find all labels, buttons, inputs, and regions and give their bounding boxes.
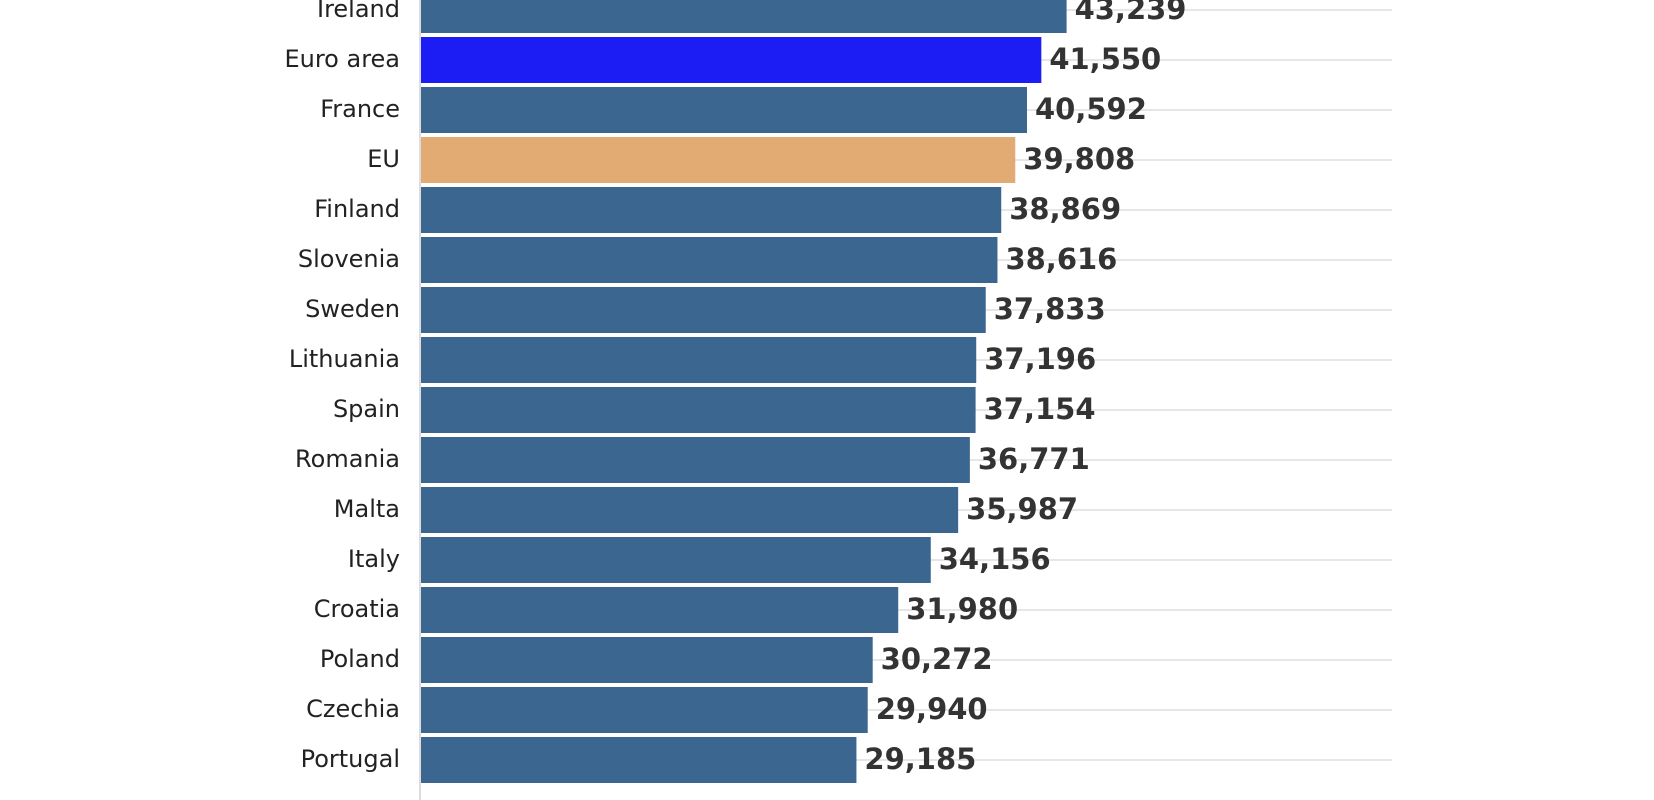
category-label: Lithuania <box>289 345 400 373</box>
category-label: Czechia <box>306 695 400 723</box>
bar <box>420 537 931 583</box>
category-label: Romania <box>295 445 400 473</box>
value-label: 38,616 <box>1005 242 1117 276</box>
category-label: Poland <box>320 645 400 673</box>
bar <box>420 637 873 683</box>
bar <box>420 387 976 433</box>
bar <box>420 287 986 333</box>
value-label: 29,940 <box>876 692 988 726</box>
value-label: 35,987 <box>966 492 1078 526</box>
bar <box>420 0 1067 33</box>
bar <box>420 737 857 783</box>
value-label: 38,869 <box>1009 192 1121 226</box>
category-label: France <box>320 95 400 123</box>
value-label: 30,272 <box>881 642 993 676</box>
category-label: Sweden <box>305 295 400 323</box>
bar <box>420 137 1016 183</box>
value-label: 29,185 <box>864 742 976 776</box>
bar <box>420 187 1002 233</box>
category-label: Slovenia <box>298 245 400 273</box>
bar <box>420 337 977 383</box>
value-label: 34,156 <box>939 542 1051 576</box>
category-label: Italy <box>348 545 400 573</box>
bar <box>420 437 970 483</box>
category-label: Finland <box>314 195 400 223</box>
category-label: Malta <box>334 495 400 523</box>
category-label: Spain <box>333 395 400 423</box>
bar <box>420 687 868 733</box>
value-label: 43,239 <box>1075 0 1187 26</box>
category-label: EU <box>367 145 400 173</box>
bar <box>420 37 1042 83</box>
value-label: 41,550 <box>1049 42 1161 76</box>
value-label: 37,154 <box>984 392 1096 426</box>
value-label: 31,980 <box>906 592 1018 626</box>
bar <box>420 237 998 283</box>
category-label: Ireland <box>317 0 400 23</box>
value-label: 40,592 <box>1035 92 1147 126</box>
category-label: Portugal <box>301 745 400 773</box>
category-label: Euro area <box>284 45 400 73</box>
bar <box>420 487 959 533</box>
value-label: 37,196 <box>984 342 1096 376</box>
value-label: 36,771 <box>978 442 1090 476</box>
value-label: 39,808 <box>1023 142 1135 176</box>
bar <box>420 87 1028 133</box>
bar <box>420 587 899 633</box>
value-label: 37,833 <box>994 292 1106 326</box>
category-label: Croatia <box>314 595 400 623</box>
